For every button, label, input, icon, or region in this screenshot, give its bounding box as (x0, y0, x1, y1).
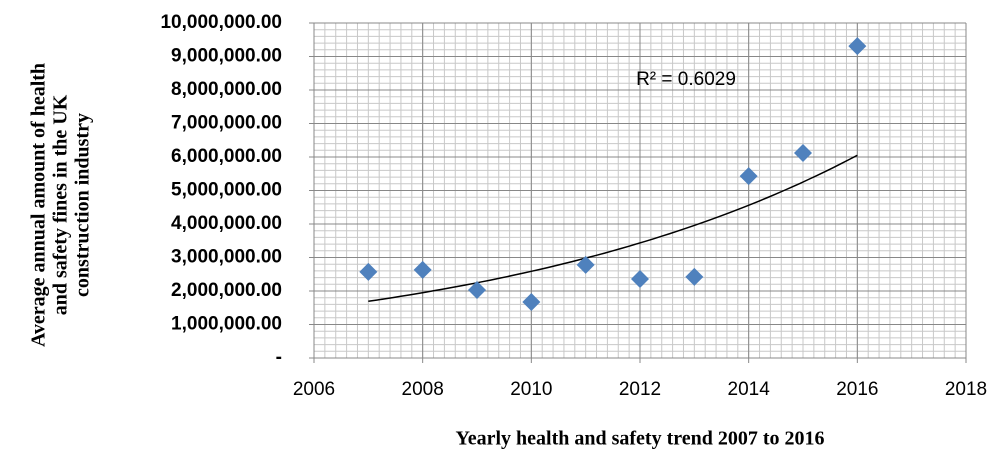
y-tick-label: 9,000,000.00 (171, 46, 282, 67)
y-tick-label: 10,000,000.00 (160, 12, 282, 33)
trendline (368, 154, 858, 303)
y-axis-title-line: Average annual amount of health (28, 63, 50, 347)
data-point (576, 255, 595, 274)
y-axis-title-line: and safety fines in the UK (50, 94, 72, 315)
y-tick-label: 1,000,000.00 (171, 314, 282, 335)
y-tick-label: 8,000,000.00 (171, 79, 282, 100)
y-axis-title-line: construction industry (72, 113, 94, 297)
y-tick-label: 4,000,000.00 (171, 213, 282, 234)
y-tick-label: 7,000,000.00 (171, 113, 282, 134)
data-point (631, 269, 649, 288)
x-tick-label: 2006 (293, 379, 335, 400)
x-tick-label: 2012 (619, 379, 661, 400)
y-tick-label: 3,000,000.00 (171, 247, 282, 268)
data-point (522, 293, 541, 312)
x-tick-label: 2016 (836, 379, 878, 400)
data-point (359, 262, 378, 281)
x-axis-title: Yearly health and safety trend 2007 to 2… (455, 428, 824, 450)
data-point (794, 143, 812, 162)
x-tick-label: 2010 (510, 379, 552, 400)
y-tick-label: 6,000,000.00 (171, 146, 282, 167)
data-point (413, 260, 432, 279)
annotation: R² = 0.6029 (636, 69, 736, 90)
data-point (848, 37, 867, 56)
x-tick-label: 2018 (945, 379, 987, 400)
x-tick-label: 2008 (402, 379, 444, 400)
y-axis-title: Average annual amount of health and safe… (28, 63, 94, 347)
y-tick-label: - (276, 347, 282, 368)
y-tick-label: 5,000,000.00 (171, 180, 282, 201)
y-tick-label: 2,000,000.00 (171, 280, 282, 301)
data-point (685, 267, 704, 286)
x-tick-label: 2014 (728, 379, 771, 400)
data-point (739, 167, 758, 186)
data-point (468, 280, 486, 299)
